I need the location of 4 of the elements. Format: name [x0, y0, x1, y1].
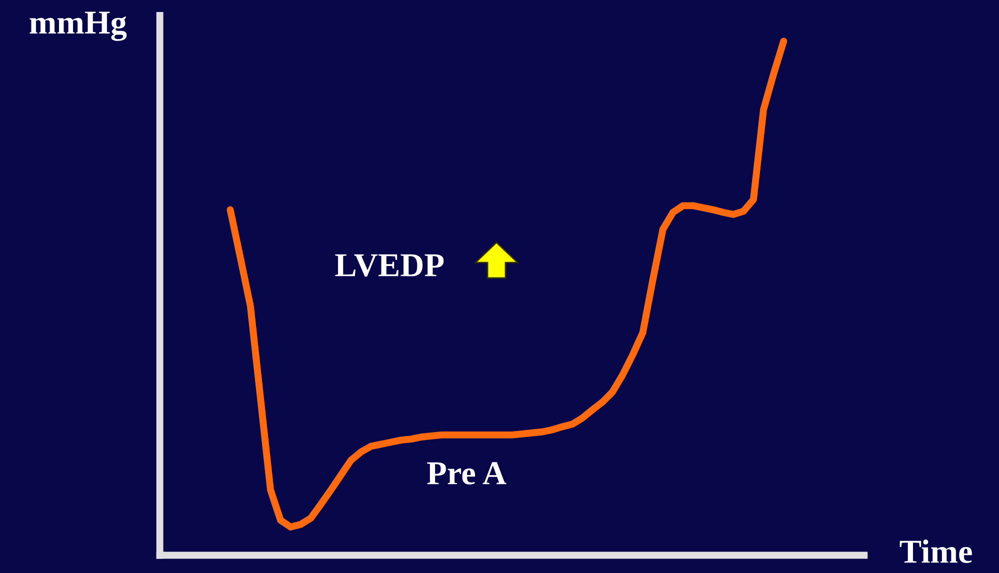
annotation: Pre A	[427, 462, 506, 484]
annotation: LVEDP	[335, 254, 444, 277]
x-axis-title: Time	[900, 540, 972, 563]
y-axis-title: mmHg	[30, 12, 127, 41]
